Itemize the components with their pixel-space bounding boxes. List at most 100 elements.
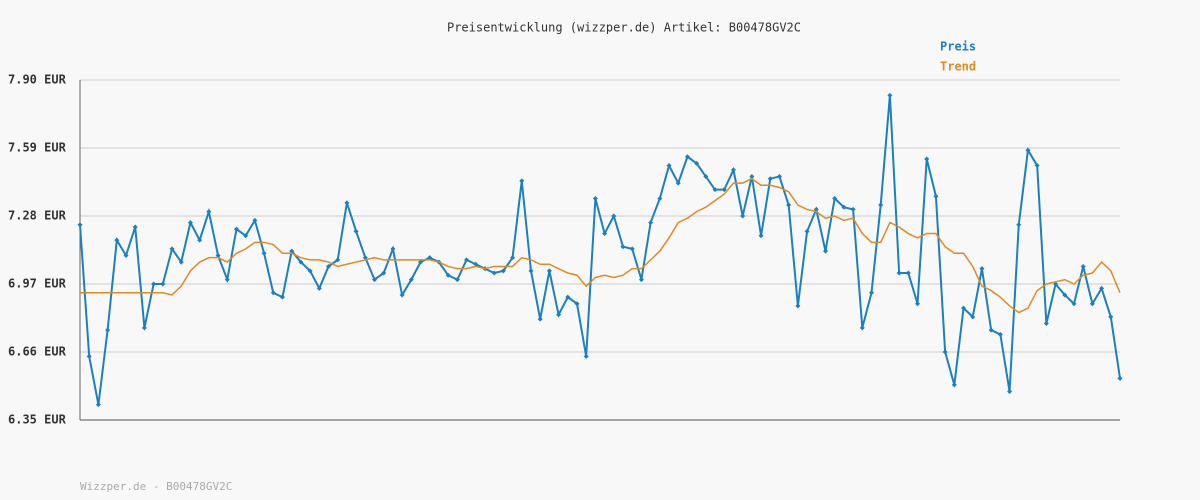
point-marker <box>988 327 994 333</box>
point-marker <box>822 248 828 254</box>
point-marker <box>574 301 580 307</box>
point-marker <box>758 233 764 239</box>
footer: Wizzper.de - B00478GV2C <box>80 480 232 493</box>
point-marker <box>298 259 304 265</box>
point-marker <box>427 255 433 261</box>
point-marker <box>307 268 313 274</box>
point-marker <box>381 270 387 276</box>
point-marker <box>215 252 221 258</box>
point-marker <box>905 270 911 276</box>
point-marker <box>1080 263 1086 269</box>
point-marker <box>187 220 193 226</box>
point-marker <box>694 160 700 166</box>
point-marker <box>657 195 663 201</box>
series-line <box>80 177 1121 314</box>
point-marker <box>206 209 212 215</box>
point-marker <box>224 277 230 283</box>
y-tick-label: 6.66 EUR <box>8 345 67 359</box>
point-marker <box>869 290 875 296</box>
point-marker <box>390 246 396 252</box>
point-marker <box>951 382 957 388</box>
point-marker <box>730 167 736 173</box>
point-marker <box>1016 222 1022 228</box>
point-marker <box>418 259 424 265</box>
point-marker <box>325 263 331 269</box>
point-marker <box>583 353 589 359</box>
point-marker <box>620 244 626 250</box>
point-marker <box>233 226 239 232</box>
point-marker <box>546 268 552 274</box>
point-marker <box>454 277 460 283</box>
point-marker <box>335 257 341 263</box>
point-marker <box>961 305 967 311</box>
point-marker <box>684 154 690 160</box>
point-marker <box>537 316 543 322</box>
point-marker <box>77 222 83 228</box>
point-marker <box>95 402 101 408</box>
point-marker <box>602 231 608 237</box>
point-marker <box>887 92 893 98</box>
legend-label: Trend <box>940 60 976 74</box>
point-marker <box>1117 375 1123 381</box>
point-marker <box>289 248 295 254</box>
point-marker <box>804 228 810 234</box>
point-marker <box>832 195 838 201</box>
y-tick-label: 7.28 EUR <box>8 209 67 223</box>
point-marker <box>749 174 755 180</box>
y-tick-label: 6.35 EUR <box>8 413 67 427</box>
point-marker <box>648 220 654 226</box>
point-marker <box>565 294 571 300</box>
point-marker <box>86 353 92 359</box>
point-marker <box>105 327 111 333</box>
point-marker <box>1043 320 1049 326</box>
point-marker <box>776 174 782 180</box>
point-marker <box>629 246 635 252</box>
y-tick-label: 7.59 EUR <box>8 141 67 155</box>
point-marker <box>261 250 267 256</box>
point-marker <box>160 281 166 287</box>
point-marker <box>197 237 203 243</box>
point-marker <box>712 187 718 193</box>
point-marker <box>372 277 378 283</box>
point-marker <box>399 292 405 298</box>
point-marker <box>556 312 562 318</box>
point-marker <box>1089 301 1095 307</box>
point-marker <box>132 224 138 230</box>
point-marker <box>1108 314 1114 320</box>
point-marker <box>1071 301 1077 307</box>
point-marker <box>896 270 902 276</box>
point-marker <box>491 270 497 276</box>
series-line <box>79 95 1121 405</box>
point-marker <box>464 257 470 263</box>
point-marker <box>1025 147 1031 153</box>
point-marker <box>740 213 746 219</box>
point-marker <box>611 213 617 219</box>
y-tick-label: 7.90 EUR <box>8 73 67 87</box>
point-marker <box>473 261 479 267</box>
point-marker <box>997 331 1003 337</box>
point-marker <box>1099 285 1105 291</box>
point-marker <box>915 301 921 307</box>
point-marker <box>1062 292 1068 298</box>
point-marker <box>841 204 847 210</box>
point-marker <box>1007 388 1013 394</box>
point-marker <box>638 277 644 283</box>
point-marker <box>970 314 976 320</box>
point-marker <box>510 255 516 261</box>
point-marker <box>178 259 184 265</box>
point-marker <box>114 237 120 243</box>
point-marker <box>942 349 948 355</box>
point-marker <box>703 174 709 180</box>
point-marker <box>933 193 939 199</box>
point-marker <box>767 176 773 182</box>
point-marker <box>592 195 598 201</box>
point-marker <box>252 217 258 223</box>
point-marker <box>666 163 672 169</box>
point-marker <box>859 325 865 331</box>
point-marker <box>243 233 249 239</box>
point-marker <box>850 206 856 212</box>
point-marker <box>270 290 276 296</box>
point-marker <box>279 294 285 300</box>
point-marker <box>141 325 147 331</box>
